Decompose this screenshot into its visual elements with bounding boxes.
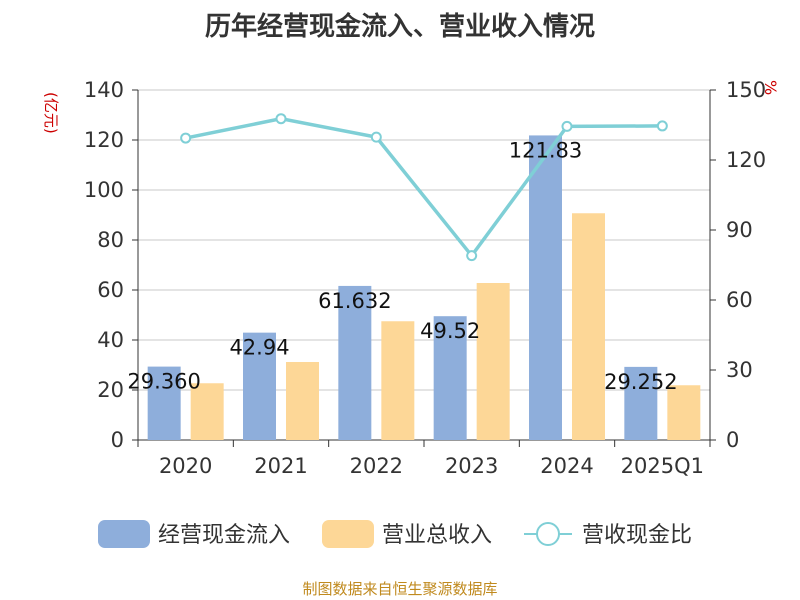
left-axis-tick-label: 120 <box>84 128 124 152</box>
bar-revenue <box>190 383 224 440</box>
right-axis-tick-label: 60 <box>726 288 753 312</box>
line-point-ratio <box>275 113 287 125</box>
data-label-cash-inflow: 29.360 <box>127 370 200 394</box>
bar-cash-inflow <box>433 316 467 440</box>
legend-marker-2 <box>536 522 560 546</box>
bar-revenue <box>667 385 701 440</box>
line-series-ratio <box>185 116 663 259</box>
right-axis-tick-label: 30 <box>726 358 753 382</box>
bar-revenue <box>286 362 319 440</box>
data-label-cash-inflow: 42.94 <box>229 336 289 360</box>
x-axis-tick-label: 2025Q1 <box>621 454 704 478</box>
bar-revenue <box>476 283 510 440</box>
data-label-cash-inflow: 29.252 <box>604 370 677 394</box>
left-axis-tick-label: 140 <box>84 78 124 102</box>
line-point-ratio <box>180 132 192 144</box>
legend-label-2: 营收现金比 <box>582 523 692 548</box>
bar-cash-inflow <box>338 285 372 440</box>
right-axis-tick-label: 0 <box>726 428 739 452</box>
source-note: 制图数据来自恒生聚源数据库 <box>302 580 498 598</box>
legend-swatch-1 <box>322 520 374 548</box>
x-axis-tick-label: 2023 <box>445 454 498 478</box>
right-axis-tick-label: 150 <box>726 78 766 102</box>
data-label-cash-inflow: 61.632 <box>318 289 391 313</box>
legend-swatch-0 <box>98 520 150 548</box>
bar-cash-inflow <box>529 135 562 441</box>
data-label-cash-inflow: 49.52 <box>420 319 480 343</box>
line-point-ratio <box>561 120 573 132</box>
bar-cash-inflow <box>624 366 658 440</box>
x-axis-tick-label: 2024 <box>540 454 593 478</box>
bar-cash-inflow <box>243 332 276 440</box>
left-axis-tick-label: 40 <box>97 328 124 352</box>
right-axis-tick-label: 90 <box>726 218 753 242</box>
data-label-cash-inflow: 121.83 <box>509 138 582 162</box>
x-axis-tick-label: 2022 <box>350 454 403 478</box>
right-axis-tick-label: 120 <box>726 148 766 172</box>
left-axis-tick-label: 0 <box>111 428 124 452</box>
line-point-ratio <box>466 250 478 262</box>
left-axis-tick-label: 60 <box>97 278 124 302</box>
chart-title: 历年经营现金流入、营业收入情况 <box>204 12 595 42</box>
bar-cash-inflow <box>147 366 181 440</box>
left-axis-tick-label: 100 <box>84 178 124 202</box>
bar-revenue <box>381 321 415 440</box>
x-axis-tick-label: 2021 <box>254 454 307 478</box>
bar-revenue <box>572 213 605 440</box>
line-point-ratio <box>656 120 668 132</box>
legend-label-1: 营业总收入 <box>382 523 492 548</box>
legend-label-0: 经营现金流入 <box>158 523 290 548</box>
x-axis-tick-label: 2020 <box>159 454 212 478</box>
left-axis-tick-label: 20 <box>97 378 124 402</box>
line-point-ratio <box>370 131 382 143</box>
left-axis-tick-label: 80 <box>97 228 124 252</box>
